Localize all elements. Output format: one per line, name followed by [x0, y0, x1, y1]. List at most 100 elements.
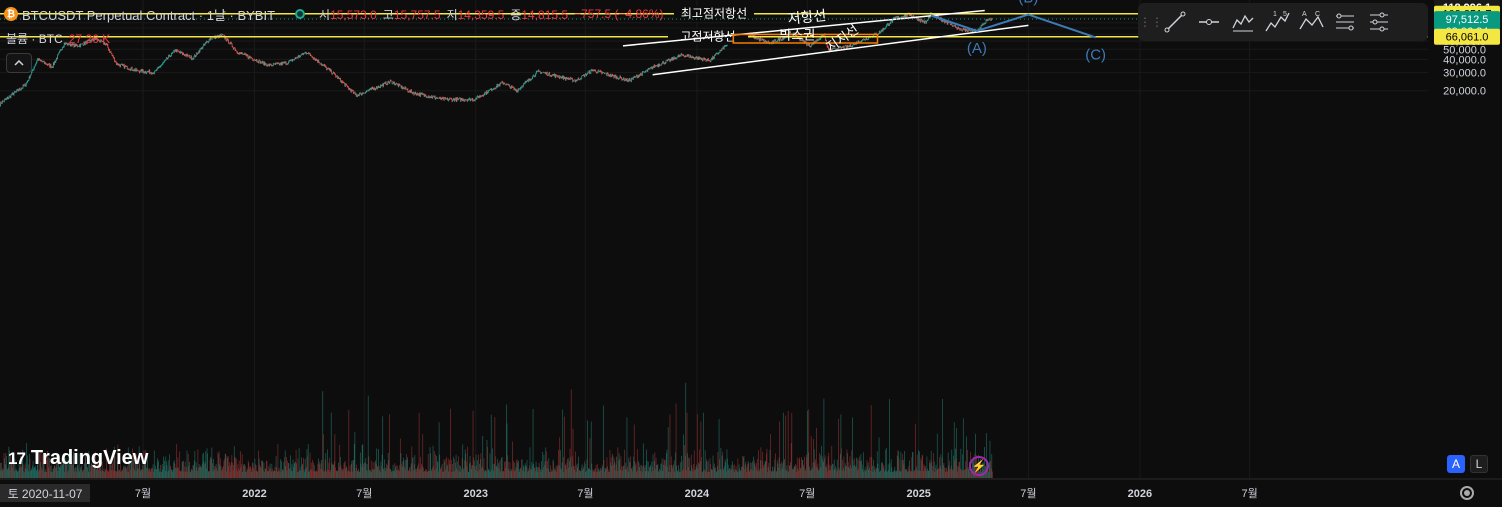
volume-bar	[437, 462, 439, 478]
volume-bar	[30, 468, 32, 478]
volume-bar	[827, 456, 829, 478]
volume-bar	[806, 457, 808, 478]
volume-legend[interactable]: 볼륨 · BTC 27.26 K	[6, 30, 110, 47]
volume-bar	[569, 461, 570, 478]
volume-bar	[912, 452, 913, 478]
auto-scale-button[interactable]: A	[1447, 455, 1465, 473]
volume-bar	[934, 471, 936, 478]
volume-bar	[622, 466, 624, 478]
volume-bar	[816, 427, 817, 478]
volume-bar	[879, 471, 881, 478]
range-box[interactable]	[732, 33, 879, 44]
volume-bar	[556, 464, 558, 478]
trend-line-icon[interactable]	[1160, 7, 1190, 37]
volume-bar	[748, 463, 750, 478]
volume-bar	[366, 464, 368, 478]
volume-bar	[154, 469, 156, 478]
volume-bar	[622, 470, 624, 478]
volume-bar	[183, 471, 185, 478]
grip-icon[interactable]: ⋮⋮	[1139, 15, 1163, 29]
volume-bar	[899, 470, 901, 478]
volume-bar	[219, 458, 221, 478]
volume-bar	[7, 469, 8, 478]
volume-bar	[621, 465, 622, 478]
trendline[interactable]	[652, 24, 1029, 76]
volume-bar	[732, 461, 733, 478]
volume-bar	[360, 463, 362, 478]
gear-icon[interactable]	[1460, 486, 1474, 500]
volume-bar	[118, 471, 119, 478]
volume-bar	[862, 469, 864, 478]
volume-bar	[83, 469, 85, 478]
volume-bar	[741, 466, 743, 478]
log-scale-button[interactable]: L	[1470, 455, 1488, 473]
volume-bar	[624, 449, 625, 478]
fib-levels-icon[interactable]	[1330, 7, 1360, 37]
volume-bar	[112, 463, 113, 478]
volume-bar	[73, 471, 75, 478]
volume-bar	[525, 465, 527, 478]
volume-bar	[607, 466, 608, 478]
volume-bar	[422, 467, 424, 478]
volume-bar	[283, 470, 284, 478]
volume-bar	[336, 471, 338, 478]
volume-bar	[375, 463, 377, 478]
horizontal-ray-icon[interactable]	[1194, 7, 1224, 37]
volume-bar	[252, 462, 253, 478]
volume-bar	[102, 470, 104, 478]
volume-bar	[106, 448, 107, 478]
elliott-wave-path[interactable]	[930, 13, 1096, 39]
volume-profile-icon[interactable]	[1228, 7, 1258, 37]
volume-bar	[13, 459, 15, 478]
volume-bar	[537, 471, 539, 478]
volume-bar	[624, 469, 626, 478]
tradingview-logo[interactable]: 17 TradingView	[8, 447, 148, 470]
volume-bar	[394, 463, 396, 478]
elliott-impulse-icon[interactable]: 1 5	[1262, 7, 1292, 37]
volume-bar	[581, 467, 582, 478]
volume-bar	[721, 470, 722, 478]
volume-bar	[761, 468, 762, 478]
volume-bar	[409, 466, 411, 478]
elliott-correction-icon[interactable]: A C	[1296, 7, 1326, 37]
volume-bar	[126, 471, 128, 478]
price-axis[interactable]	[1428, 0, 1502, 484]
toolbar-settings-icon[interactable]	[1364, 7, 1394, 37]
volume-bar	[289, 468, 291, 478]
trendline[interactable]	[622, 9, 985, 47]
volume-bar	[224, 453, 226, 478]
volume-bar	[576, 467, 578, 478]
lightning-icon[interactable]: ⚡	[969, 456, 989, 476]
volume-bar	[390, 469, 391, 478]
volume-bar	[116, 461, 118, 478]
volume-bar	[652, 466, 653, 478]
volume-bar	[87, 471, 89, 478]
volume-bar	[909, 460, 910, 478]
volume-bar	[752, 461, 753, 478]
volume-bar	[31, 469, 33, 478]
volume-bar	[636, 449, 638, 478]
volume-bar	[463, 467, 465, 478]
volume-bar	[264, 469, 266, 478]
volume-bar	[937, 469, 939, 478]
volume-bar	[108, 471, 110, 478]
volume-bar	[528, 470, 530, 478]
volume-bar	[802, 459, 804, 478]
symbol-title[interactable]: BTCUSDT Perpetual Contract · 1날 · BYBIT	[22, 7, 276, 23]
volume-bar	[822, 459, 824, 478]
market-status-icon[interactable]	[295, 9, 306, 19]
volume-bar	[210, 456, 211, 478]
volume-bar	[658, 471, 660, 478]
volume-bar	[968, 469, 970, 478]
collapse-legend-button[interactable]	[6, 53, 32, 73]
volume-bar	[948, 465, 950, 478]
volume-bar	[841, 448, 842, 478]
volume-bar	[916, 466, 917, 478]
volume-bar	[692, 468, 693, 478]
volume-bar	[965, 436, 967, 478]
volume-bar	[988, 471, 990, 478]
volume-bar	[78, 468, 79, 478]
volume-bar	[40, 450, 42, 478]
volume-bar	[533, 467, 535, 478]
